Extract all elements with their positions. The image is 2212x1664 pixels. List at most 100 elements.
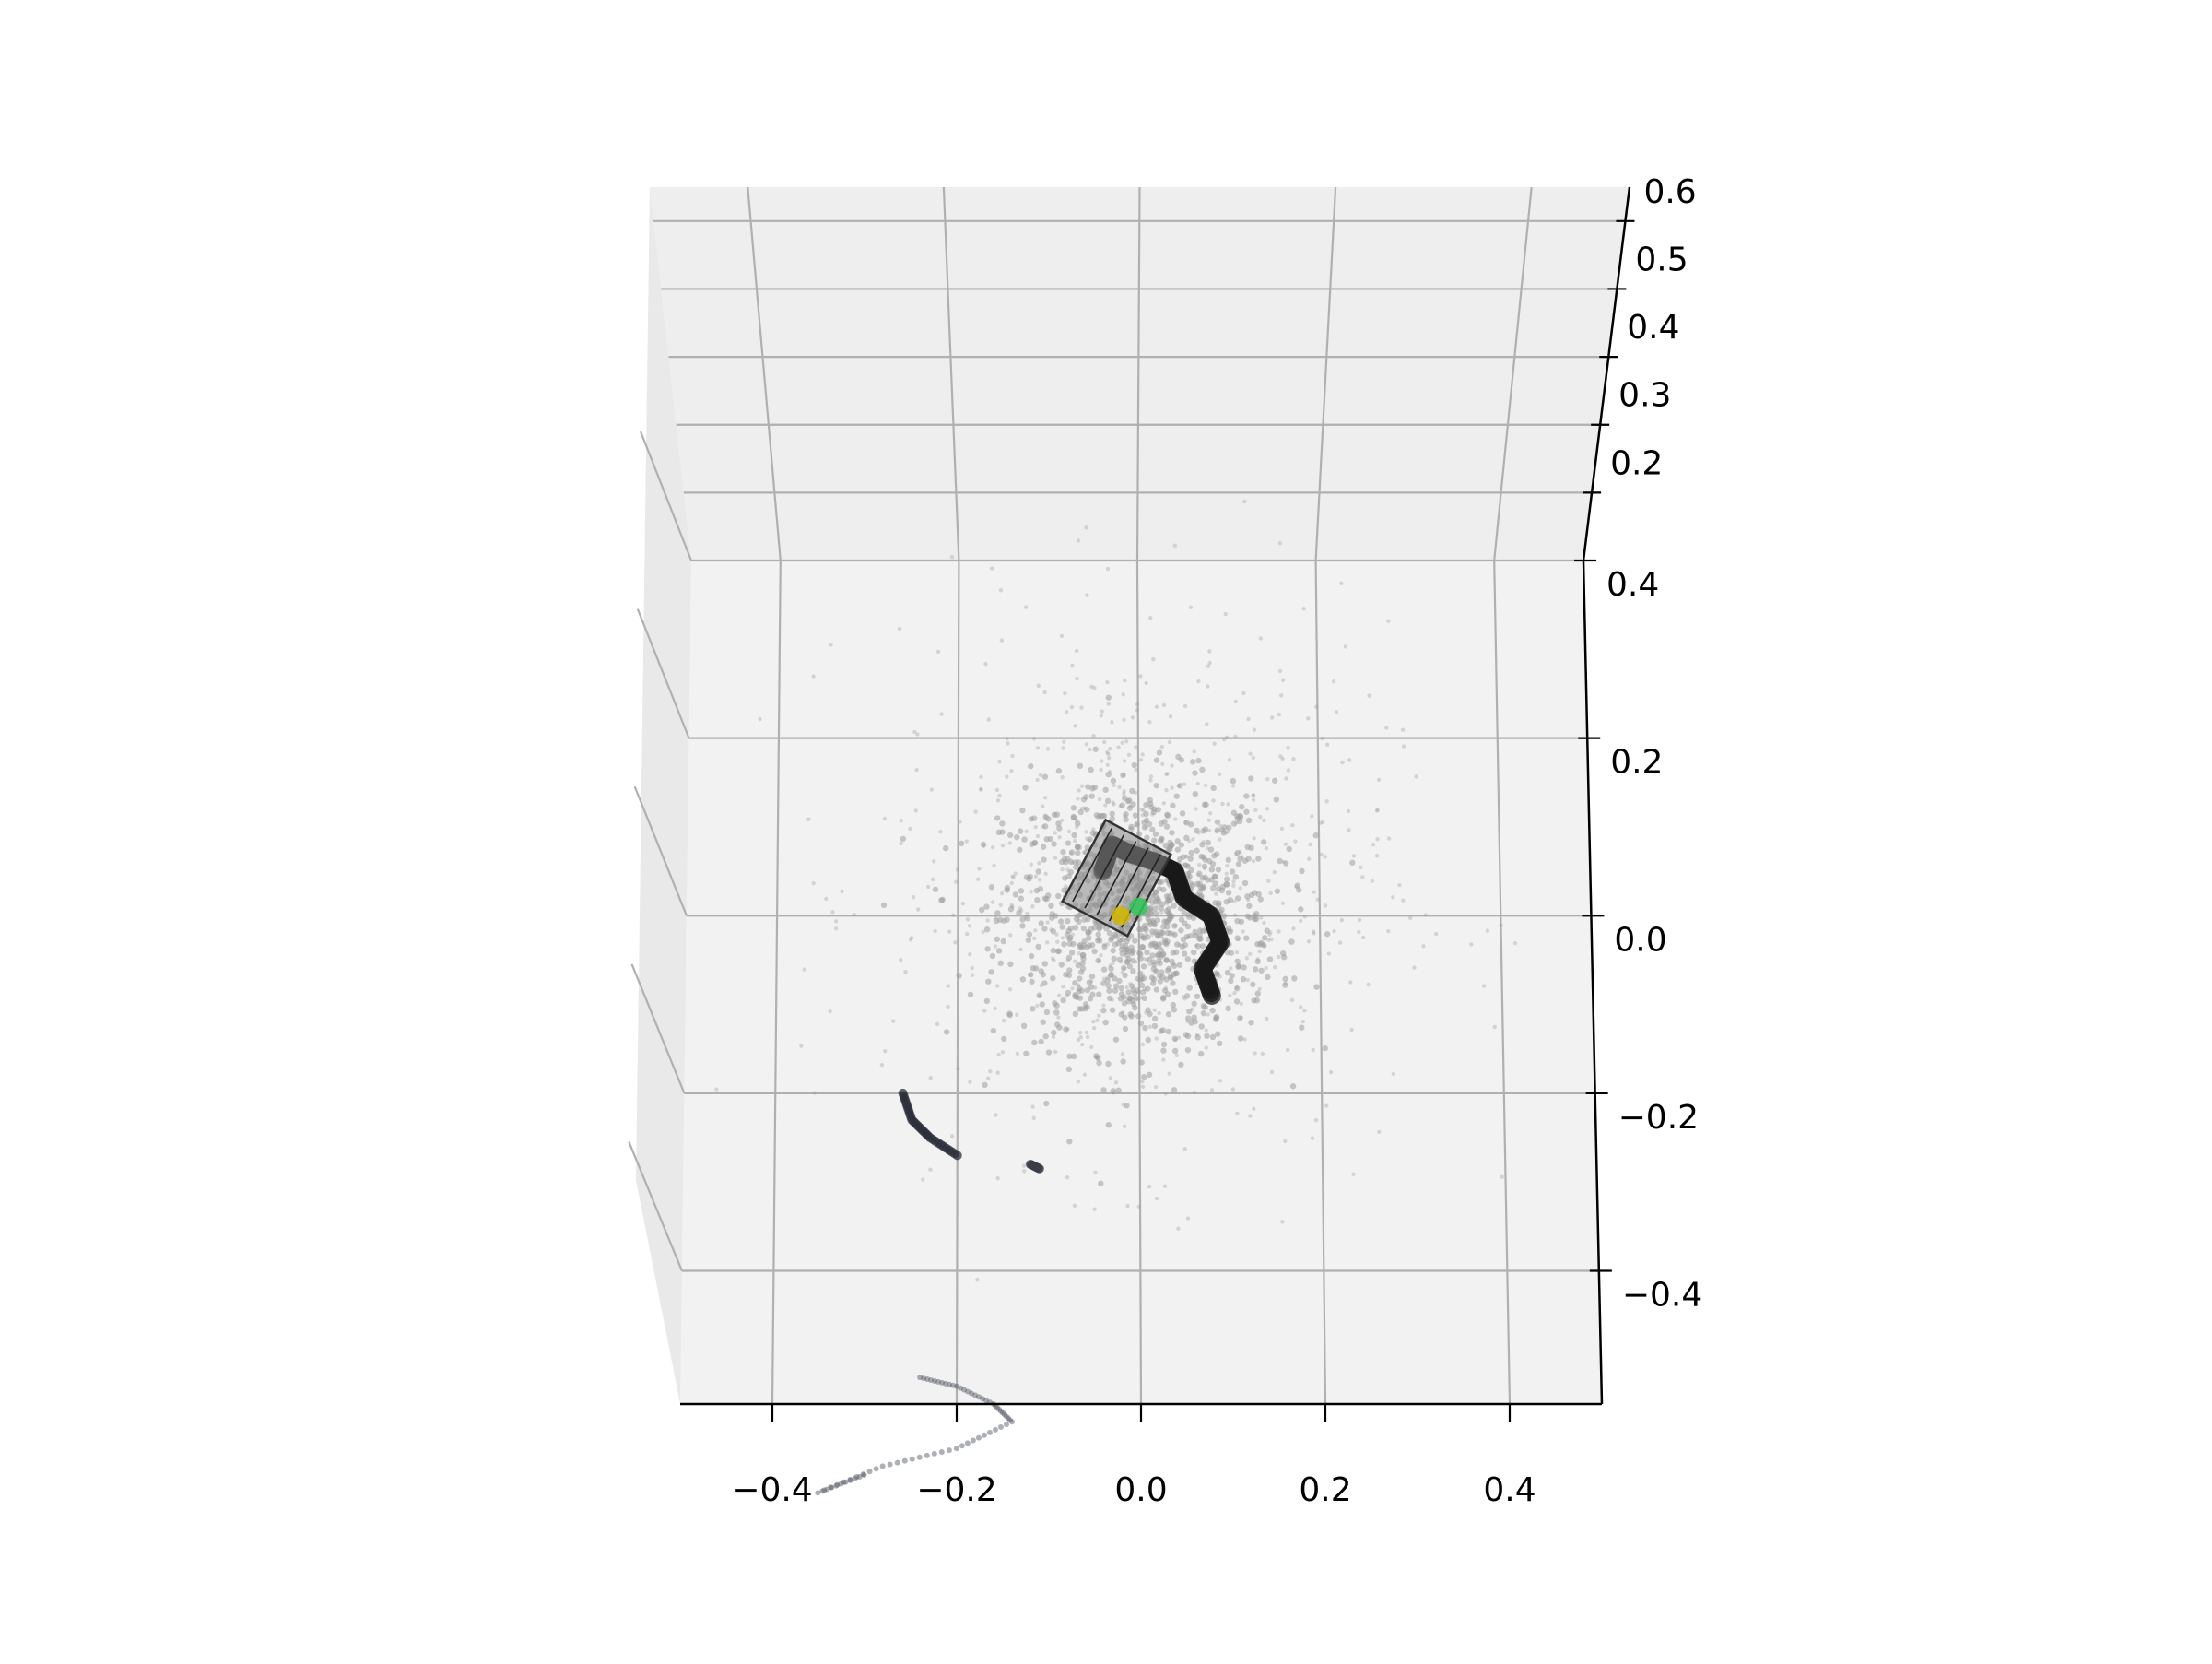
cloud-point	[1243, 935, 1250, 941]
cloud-point	[933, 928, 937, 934]
trajectory-point	[1202, 985, 1221, 1005]
cloud-point	[882, 1049, 888, 1054]
cloud-point	[995, 1175, 1000, 1181]
cloud-point	[1050, 956, 1055, 961]
cloud-point	[1278, 754, 1283, 759]
cloud-point	[932, 886, 939, 892]
cloud-point	[1078, 1035, 1083, 1040]
cloud-point	[956, 1067, 960, 1071]
cloud-point	[1140, 963, 1147, 970]
cloud-point	[1218, 1079, 1223, 1083]
grid-line-x	[771, 560, 782, 1405]
cloud-point	[982, 1081, 988, 1089]
cloud-point	[1009, 903, 1014, 908]
cloud-point	[1138, 996, 1144, 1000]
trajectory-point-secondary	[972, 1392, 979, 1398]
cloud-point	[1159, 969, 1165, 975]
cloud-point	[990, 1027, 997, 1034]
cloud-point	[1130, 715, 1135, 720]
cloud-point	[1200, 1009, 1207, 1017]
cloud-point	[1059, 633, 1065, 639]
trajectory-point-secondary	[921, 1375, 927, 1382]
cloud-point	[1257, 986, 1262, 992]
cloud-point	[1080, 955, 1087, 962]
cloud-point	[928, 1076, 933, 1080]
cloud-point	[958, 820, 962, 824]
cloud-point	[1116, 956, 1124, 962]
cloud-point	[988, 884, 995, 891]
cloud-point	[1131, 990, 1138, 997]
cloud-point	[1268, 891, 1273, 896]
cloud-point	[1246, 817, 1253, 824]
cloud-point	[1283, 860, 1289, 867]
cloud-point	[1212, 880, 1218, 887]
z-tick-label: 0.2	[1610, 444, 1663, 482]
cloud-point	[1111, 955, 1117, 962]
cloud-point	[1283, 1139, 1288, 1144]
cloud-point	[1042, 813, 1048, 818]
trajectory-point-secondary	[841, 1479, 847, 1485]
cloud-point	[1210, 785, 1217, 792]
cloud-point	[1185, 1019, 1190, 1024]
cloud-point	[1122, 791, 1126, 797]
cloud-point	[994, 1113, 998, 1117]
cloud-point	[1296, 887, 1302, 893]
cloud-point	[1244, 956, 1250, 961]
cloud-point	[1143, 801, 1149, 808]
cloud-point	[899, 841, 903, 846]
cloud-point	[1120, 772, 1126, 779]
cloud-point	[1186, 870, 1192, 875]
cloud-point	[1251, 890, 1258, 896]
cloud-point	[829, 643, 833, 647]
cloud-point	[1140, 989, 1147, 996]
cloud-point	[1057, 993, 1062, 997]
trajectory-point-secondary	[946, 1447, 952, 1454]
cloud-point	[1184, 1046, 1192, 1054]
cloud-point	[1320, 736, 1324, 741]
cloud-point	[1045, 892, 1052, 899]
cloud-point	[1065, 917, 1071, 925]
cloud-point	[1370, 879, 1375, 883]
cloud-point	[1112, 975, 1118, 982]
cloud-point	[1085, 1034, 1090, 1040]
cloud-point	[1060, 867, 1065, 872]
z-tick-label: 0.6	[1643, 173, 1696, 211]
cloud-point	[1154, 969, 1159, 974]
cloud-point	[1100, 709, 1104, 714]
cloud-point	[1397, 883, 1402, 888]
cloud-point	[1251, 858, 1256, 864]
cloud-point	[1226, 802, 1230, 807]
cloud-point	[1134, 767, 1138, 773]
cloud-point	[1167, 845, 1173, 853]
cloud-point	[1122, 788, 1126, 794]
cloud-point	[1198, 853, 1205, 860]
cloud-point	[1041, 961, 1048, 967]
cloud-point	[1180, 936, 1187, 943]
cloud-point	[1068, 849, 1076, 856]
cloud-point	[1414, 774, 1418, 779]
cloud-point	[1224, 871, 1229, 876]
cloud-point	[1066, 967, 1073, 974]
cloud-point	[985, 978, 992, 985]
cloud-point	[1239, 804, 1245, 810]
trajectory-point-secondary	[834, 1481, 841, 1488]
cloud-point	[1266, 938, 1271, 942]
cloud-point	[1024, 915, 1030, 922]
cloud-point	[1188, 867, 1194, 874]
cloud-point	[1089, 684, 1094, 690]
cloud-point	[1288, 938, 1295, 945]
cloud-point	[1065, 994, 1070, 998]
cloud-point	[1035, 833, 1041, 839]
cloud-point	[1328, 1069, 1334, 1075]
cloud-point	[1007, 841, 1013, 845]
trajectory-point-secondary	[1003, 1422, 1009, 1428]
cloud-point	[968, 1080, 972, 1084]
cloud-point	[1142, 1024, 1148, 1032]
cloud-point	[840, 889, 844, 894]
cloud-point	[1014, 833, 1020, 841]
cloud-point	[1102, 1019, 1109, 1026]
cloud-point	[1257, 949, 1262, 954]
cloud-point	[1178, 842, 1185, 848]
cloud-point	[1339, 581, 1344, 586]
cloud-point	[833, 919, 839, 924]
